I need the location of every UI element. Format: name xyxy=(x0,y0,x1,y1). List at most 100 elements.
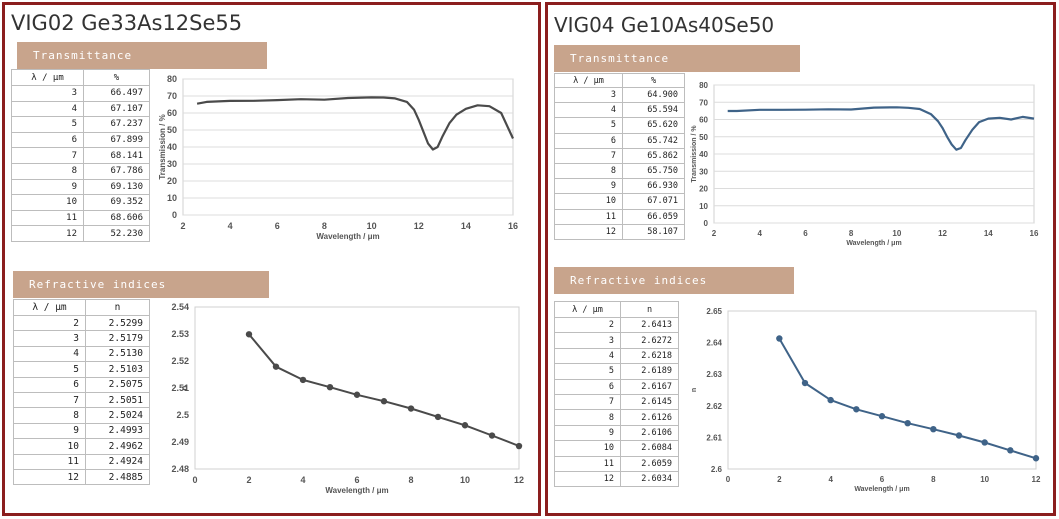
transmission-chart: 0 10 20 30 40 50 60 70 80 2 4 6 8 10 12 14 16 Wavelength … xyxy=(158,74,518,241)
value-cell: 2.5051 xyxy=(85,391,150,409)
value-cell: 2.4885 xyxy=(85,468,150,486)
table-row: 11 66.059 xyxy=(554,208,694,225)
wavelength-cell: 4 xyxy=(13,345,86,363)
value-cell: 2.6413 xyxy=(620,316,679,334)
wavelength-cell: 6 xyxy=(13,376,86,393)
table-row: 10 67.071 xyxy=(554,193,694,210)
x-tick-label: 10 xyxy=(892,229,901,238)
x-tick-label: 12 xyxy=(414,221,424,231)
transmittance-header: Transmittance xyxy=(17,42,267,69)
data-point xyxy=(853,406,860,413)
wavelength-cell: 2 xyxy=(13,314,86,332)
data-point xyxy=(380,398,388,405)
value-cell: 2.6084 xyxy=(620,440,679,457)
x-axis-label: Wavelength / μm xyxy=(316,232,379,241)
table-row: 12 2.6034 xyxy=(554,470,686,488)
y-tick-label: 70 xyxy=(167,91,177,101)
value-cell: 2.5179 xyxy=(85,330,150,347)
wavelength-cell: 9 xyxy=(554,178,623,195)
x-tick-label: 16 xyxy=(1030,229,1039,238)
x-tick-label: 6 xyxy=(803,229,808,238)
y-tick-label: 20 xyxy=(167,176,177,186)
x-tick-label: 12 xyxy=(514,475,524,485)
value-cell: 66.497 xyxy=(83,85,150,102)
x-tick-label: 14 xyxy=(461,221,471,231)
table-row: 6 2.6167 xyxy=(554,378,686,395)
y-tick-label: 2.54 xyxy=(171,302,189,312)
wavelength-cell: 6 xyxy=(554,132,623,149)
wavelength-cell: 12 xyxy=(554,223,623,240)
table-row: 5 67.237 xyxy=(11,116,161,133)
wavelength-cell: 2 xyxy=(554,316,621,334)
y-tick-label: 2.53 xyxy=(171,329,189,339)
wavelength-cell: 12 xyxy=(11,225,84,242)
series-line xyxy=(727,106,1035,151)
table-row: 2 2.6413 xyxy=(554,316,686,334)
y-tick-label: 2.5 xyxy=(176,410,189,420)
data-point xyxy=(407,405,415,412)
value-cell: 66.059 xyxy=(622,208,685,225)
y-tick-label: 2.64 xyxy=(706,339,722,348)
y-axis-label: Transmission / % xyxy=(158,114,167,179)
y-tick-label: 30 xyxy=(167,159,177,169)
wavelength-cell: 7 xyxy=(11,147,84,164)
transmittance-table: λ / μm % 3 66.497 4 67.107 5 67.237 6 67.899 7 68… xyxy=(11,69,161,242)
wavelength-cell: 6 xyxy=(554,378,621,395)
wavelength-cell: 10 xyxy=(13,438,86,455)
table-row: 12 2.4885 xyxy=(13,468,161,486)
table-row: 3 66.497 xyxy=(11,85,161,102)
wavelength-cell: 8 xyxy=(554,162,623,180)
y-tick-label: 60 xyxy=(167,108,177,118)
table-row: 5 2.6189 xyxy=(554,363,686,380)
series-line xyxy=(248,333,520,447)
column-header-wavelength: λ / μm xyxy=(554,301,621,318)
x-tick-label: 4 xyxy=(757,229,762,238)
data-point xyxy=(1007,447,1014,454)
table-row: 6 2.5075 xyxy=(13,376,161,393)
column-header-percent: % xyxy=(83,69,150,86)
value-cell: 65.594 xyxy=(622,102,685,119)
series-line xyxy=(778,337,1037,460)
wavelength-cell: 8 xyxy=(554,409,621,426)
x-tick-label: 6 xyxy=(275,221,280,231)
x-tick-label: 6 xyxy=(354,475,359,485)
x-tick-label: 2 xyxy=(712,229,717,238)
value-cell: 2.6145 xyxy=(620,393,679,411)
table-row: 4 2.6218 xyxy=(554,347,686,365)
wavelength-cell: 7 xyxy=(554,393,621,411)
wavelength-cell: 11 xyxy=(11,209,84,227)
x-tick-label: 0 xyxy=(726,475,731,484)
wavelength-cell: 7 xyxy=(13,391,86,409)
value-cell: 68.141 xyxy=(83,147,150,164)
column-header-wavelength: λ / μm xyxy=(554,73,623,88)
panel-vig02: VIG02 Ge33As12Se55 Transmittance λ / μm … xyxy=(2,2,541,516)
x-tick-label: 8 xyxy=(931,475,936,484)
data-point xyxy=(245,331,253,338)
x-tick-label: 8 xyxy=(849,229,854,238)
wavelength-cell: 9 xyxy=(11,178,84,196)
value-cell: 2.6218 xyxy=(620,347,679,365)
y-tick-label: 20 xyxy=(699,185,708,194)
column-header-n: n xyxy=(85,299,150,316)
value-cell: 52.230 xyxy=(83,225,150,242)
value-cell: 67.107 xyxy=(83,100,150,118)
y-tick-label: 2.6 xyxy=(711,465,723,474)
value-cell: 67.899 xyxy=(83,131,150,149)
data-point xyxy=(776,335,783,342)
value-cell: 68.606 xyxy=(83,209,150,227)
y-axis-label: n xyxy=(180,385,189,390)
data-point xyxy=(326,383,334,391)
y-tick-label: 30 xyxy=(699,167,708,176)
table-row: 5 65.620 xyxy=(554,117,694,134)
table-row: 11 2.6059 xyxy=(554,455,686,472)
y-tick-label: 10 xyxy=(699,202,708,211)
x-tick-label: 10 xyxy=(980,475,989,484)
table-row: 11 2.4924 xyxy=(13,453,161,470)
x-axis-label: Wavelength / μm xyxy=(846,240,901,247)
x-tick-label: 2 xyxy=(246,475,251,485)
wavelength-cell: 8 xyxy=(11,162,84,180)
value-cell: 2.6034 xyxy=(620,470,679,488)
table-row: 5 2.5103 xyxy=(13,361,161,378)
y-tick-label: 0 xyxy=(172,210,177,220)
table-row: 6 67.899 xyxy=(11,131,161,149)
